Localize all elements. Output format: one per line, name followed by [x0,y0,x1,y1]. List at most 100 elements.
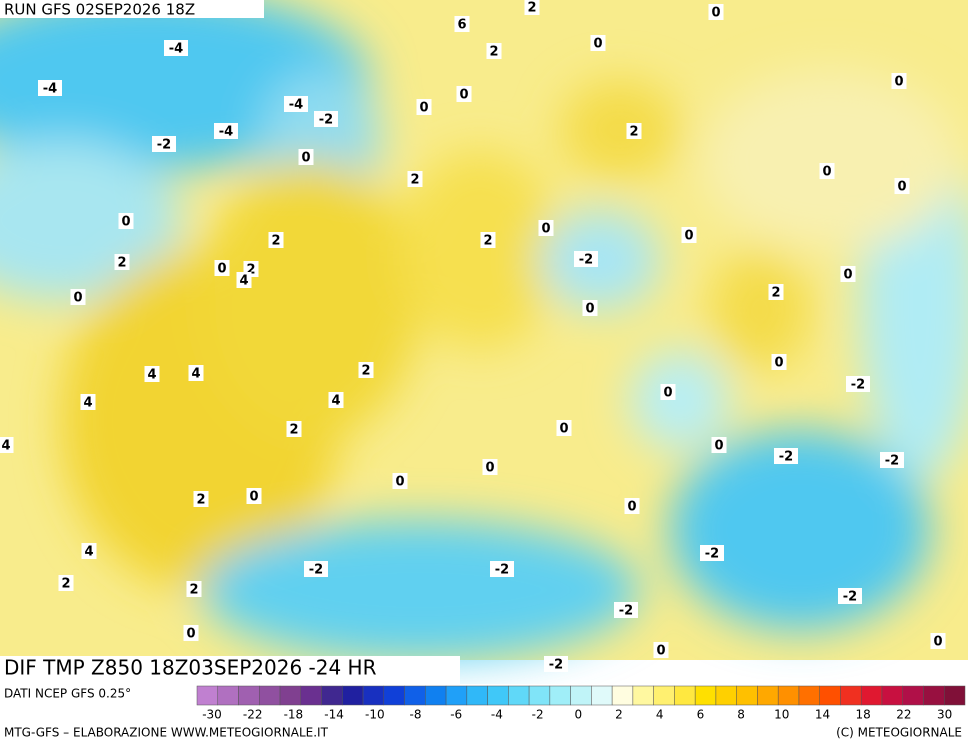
credit-right: (C) METEOGIORNALE [836,726,962,740]
colorbar-swatch [840,685,862,706]
colorbar-label: 22 [896,708,911,722]
colorbar-swatch [570,685,592,706]
contour-label: 0 [822,165,831,180]
label-box [193,491,209,507]
label-box [298,149,314,165]
contour-label: 0 [121,215,130,230]
contour-label: 2 [483,234,492,249]
colorbar-swatch [819,685,841,706]
colorbar-swatch [591,685,613,706]
colorbar-swatch [528,685,551,706]
contour-label: 0 [585,302,594,317]
label-box [58,575,74,591]
contour-label: 2 [489,45,498,60]
label-box [152,136,176,152]
contour-label: -2 [619,604,633,619]
label-box [38,80,62,96]
contour-label: -2 [309,563,323,578]
colorbar-label: -2 [532,708,544,722]
colorbar-label: -8 [410,708,422,722]
label-box [490,561,514,577]
label-box [456,86,472,102]
colorbar-swatch [259,685,281,706]
source-label: DATI NCEP GFS 0.25° [4,687,131,701]
contour-label: 4 [147,368,156,383]
contour-label: 2 [117,256,126,271]
label-box [164,40,188,56]
contour-label: -2 [319,113,333,128]
colorbar-swatch [757,685,779,706]
contour-label: 0 [395,475,404,490]
contour-label: 2 [246,263,255,278]
colorbar-swatch [611,685,634,706]
label-box [624,498,640,514]
contour-label: 0 [186,627,195,642]
colorbar-swatch [487,685,509,706]
label-box [70,289,86,305]
run-label: RUN GFS 02SEP2026 18Z [4,1,195,19]
contour-label: -4 [43,82,57,97]
contour-label: 2 [196,493,205,508]
contour-label: 2 [361,364,370,379]
label-box [590,35,606,51]
label-box [582,300,598,316]
label-box [838,588,862,604]
contour-label: -2 [851,378,865,393]
label-box [660,384,676,400]
contour-label: 4 [239,274,248,289]
colorbar-swatch [715,685,737,706]
contour-label: 4 [83,396,92,411]
contour-label: 0 [774,356,783,371]
label-box [708,4,724,20]
colorbar-swatch [653,685,675,706]
label-box [186,581,202,597]
colorbar-label: -30 [202,708,222,722]
label-box [144,366,160,382]
contour-label: -4 [289,98,303,113]
label-box [544,656,568,672]
contour-label: 4 [1,439,10,454]
label-box [183,625,199,641]
label-box [614,602,638,618]
colorbar-swatch [425,685,447,706]
contour-label: 0 [897,180,906,195]
colorbar-swatch [321,685,343,706]
label-box [80,394,96,410]
label-box [819,163,835,179]
label-box [774,448,798,464]
contour-label: 0 [249,490,258,505]
contour-label: 4 [191,367,200,382]
label-box [556,420,572,436]
contour-label: 4 [84,545,93,560]
contour-label: 0 [684,229,693,244]
colorbar-swatch [798,685,820,706]
label-box [482,459,498,475]
colorbar-swatch [508,685,530,706]
footer-title: DIF TMP Z850 18Z03SEP2026 -24 HR [4,656,377,680]
contour-label: 2 [410,173,419,188]
contour-label: 2 [289,423,298,438]
colorbar-swatch [362,685,385,706]
label-box [524,0,540,15]
colorbar-label: 2 [615,708,623,722]
label-box [314,111,338,127]
label-box [118,213,134,229]
label-box [358,362,374,378]
contour-label: 0 [217,262,226,277]
colorbar-swatch [445,685,468,706]
contour-label: 0 [843,268,852,283]
contour-label: 0 [485,461,494,476]
label-box [214,260,230,276]
contour-label: -2 [579,253,593,268]
contour-label: 0 [933,635,942,650]
label-box [840,266,856,282]
contour-label: 0 [627,500,636,515]
label-box [700,545,724,561]
colorbar-swatch [404,685,426,706]
colorbar-label: 14 [815,708,830,722]
colorbar-swatch [300,685,322,706]
label-box [681,227,697,243]
label-box [480,232,496,248]
colorbar-swatch [549,685,571,706]
